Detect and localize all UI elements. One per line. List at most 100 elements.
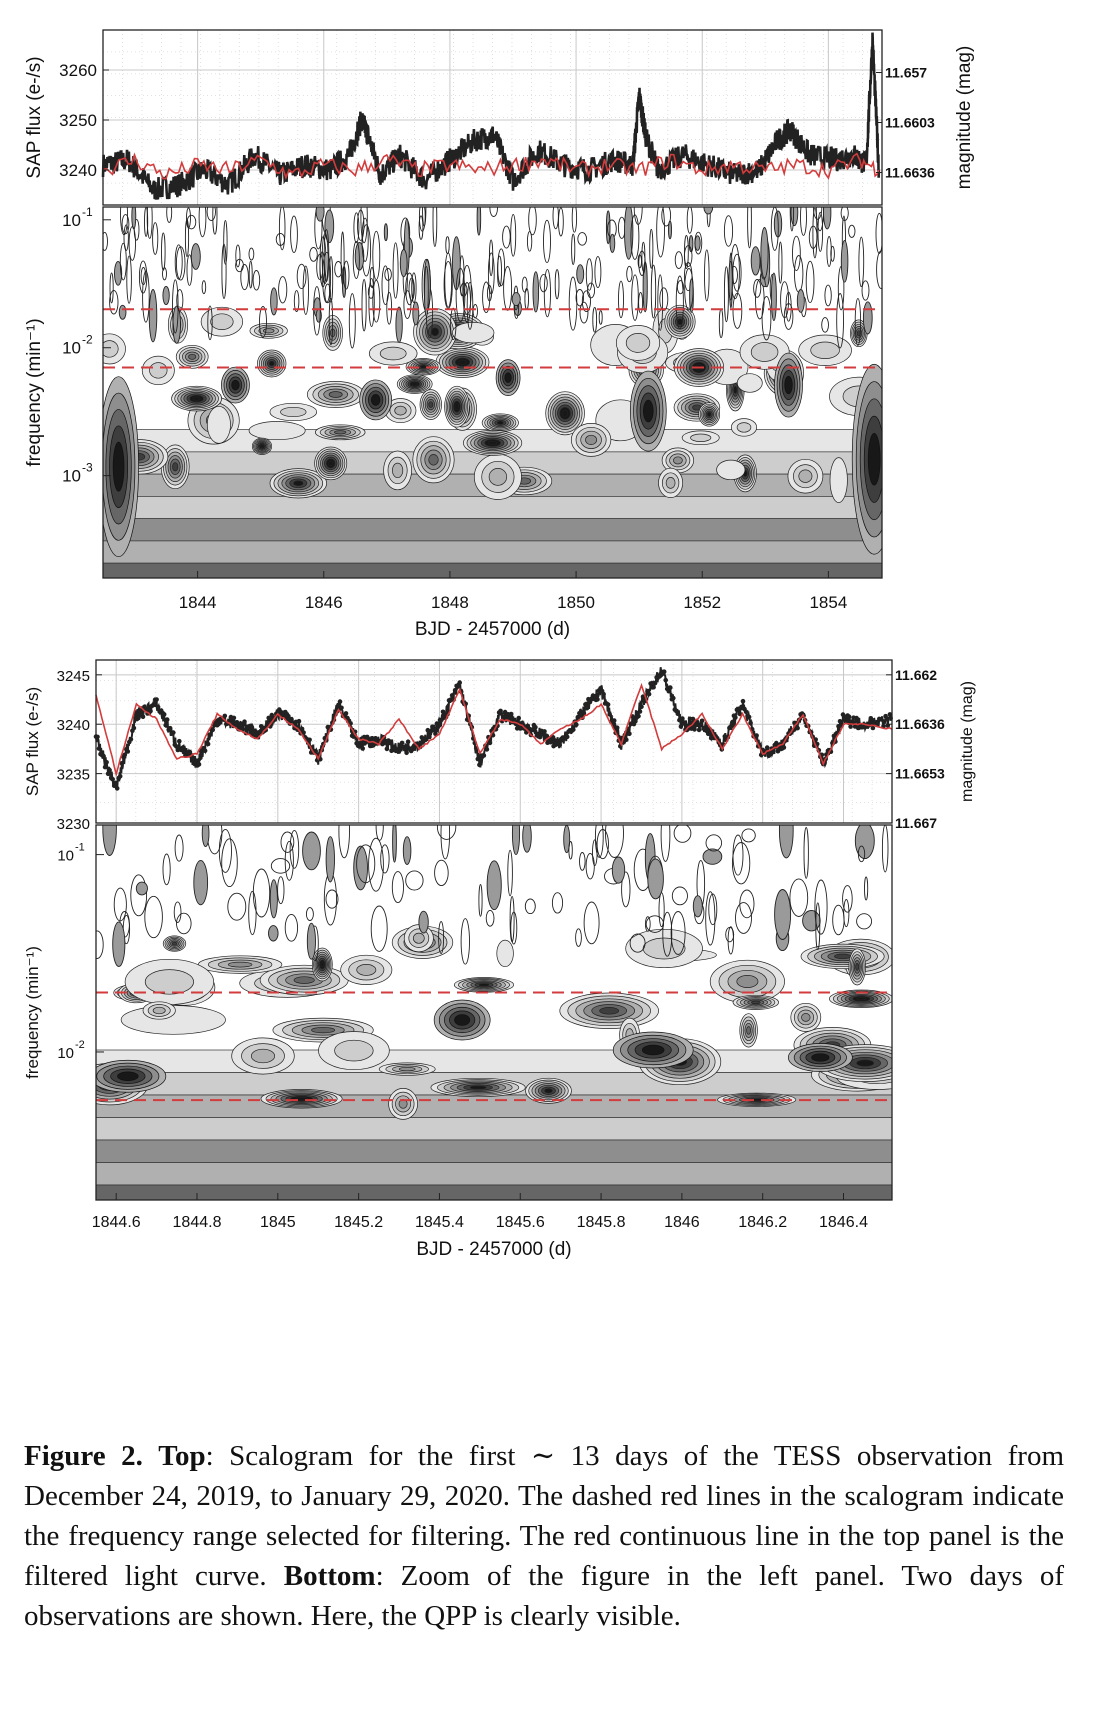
scalogram-body	[96, 825, 892, 1200]
flux-data-point	[849, 719, 855, 724]
noise-contour	[817, 211, 824, 252]
noise-contour	[198, 207, 207, 238]
power-contour	[544, 1088, 553, 1094]
noise-contour	[753, 279, 762, 298]
right-tick-label: 11.662	[895, 667, 937, 683]
noise-contour	[328, 255, 334, 303]
power-band	[103, 562, 882, 578]
scalogram-ylabel: frequency (min⁻¹)	[24, 318, 45, 466]
noise-contour	[360, 207, 368, 244]
flux-data-point	[516, 715, 521, 721]
noise-contour	[348, 293, 356, 349]
noise-contour	[630, 214, 640, 260]
x-tick-label: 1852	[683, 593, 721, 612]
power-contour	[327, 460, 334, 467]
flux-data-point	[837, 719, 843, 724]
noise-contour	[278, 207, 286, 251]
noise-contour	[750, 246, 761, 276]
noise-contour	[324, 283, 332, 304]
noise-contour	[411, 272, 417, 304]
noise-contour	[368, 837, 384, 892]
noise-contour	[789, 878, 809, 917]
flux-data-point	[137, 712, 143, 717]
noise-contour	[864, 876, 869, 901]
flux-data-point	[498, 708, 503, 714]
filtered-series-line	[95, 682, 893, 778]
power-band	[96, 1162, 892, 1186]
noise-contour	[790, 207, 799, 227]
flux-data-point	[743, 709, 749, 715]
noise-contour	[284, 840, 294, 881]
power-contour	[392, 462, 404, 479]
noise-contour	[436, 825, 457, 840]
noise-contour	[323, 229, 330, 283]
flux-data-point	[431, 727, 437, 733]
x-tick-label: 1848	[431, 593, 469, 612]
power-contour	[673, 456, 683, 465]
flux-data-point	[542, 729, 547, 734]
noise-contour	[510, 213, 517, 257]
noise-contour	[102, 825, 117, 856]
caption-top-text: : Scalogram for the first ∼ 13 days of t…	[24, 1440, 1065, 1592]
flux-data-point	[754, 733, 759, 738]
power-contour	[487, 440, 498, 446]
flux-data-point	[148, 708, 153, 714]
flux-data-point	[427, 734, 432, 740]
noise-contour	[166, 207, 173, 223]
power-contour	[733, 386, 738, 394]
panel-top: 3240 3250 3260 11.657 11.6603 11.6636 SAP flux…	[24, 29, 975, 640]
caption-label: Figure 2.	[24, 1440, 143, 1472]
flux-data-point	[508, 711, 514, 717]
noise-contour	[144, 895, 163, 939]
noise-contour	[842, 885, 853, 913]
noise-contour	[732, 253, 742, 292]
strong-power-contour	[867, 433, 881, 486]
flux-data-point	[627, 731, 632, 737]
power-contour	[496, 420, 504, 425]
flux-data-point	[242, 719, 247, 724]
power-contour	[469, 1085, 487, 1090]
noise-contour	[486, 285, 493, 302]
noise-contour	[361, 278, 367, 332]
flux-data-point	[131, 725, 137, 731]
noise-contour	[162, 853, 171, 886]
flux-data-point	[795, 725, 800, 731]
noise-contour	[731, 842, 751, 885]
power-contour	[411, 382, 418, 386]
noise-contour	[466, 281, 474, 330]
noise-contour	[227, 892, 247, 921]
strong-power-contour	[504, 372, 512, 383]
right-tick-label: 11.6653	[895, 766, 945, 782]
noise-contour	[650, 264, 657, 319]
flux-data-point	[404, 750, 409, 756]
flux-data-point	[607, 712, 612, 717]
noise-contour	[353, 845, 368, 891]
power-contour	[750, 342, 779, 362]
noise-contour	[732, 292, 743, 329]
strong-power-contour	[370, 394, 381, 406]
power-band	[96, 1049, 892, 1073]
flux-data-point	[164, 717, 170, 722]
noise-contour	[240, 264, 249, 291]
noise-contour	[284, 913, 299, 942]
caption-bottom-label: Bottom	[283, 1560, 376, 1592]
flux-data-point	[248, 723, 253, 729]
noise-contour	[662, 911, 673, 957]
noise-contour	[146, 207, 153, 239]
noise-contour	[686, 207, 693, 234]
power-band	[103, 496, 882, 519]
noise-contour	[306, 922, 316, 960]
noise-contour	[270, 287, 278, 316]
x-axis-label: BJD - 2457000 (d)	[416, 1239, 571, 1260]
noise-contour	[380, 844, 390, 874]
strong-power-contour	[117, 1071, 139, 1081]
flux-data-point	[457, 680, 463, 685]
flux-data-point	[848, 724, 853, 729]
noise-contour	[162, 267, 167, 281]
flux-data-point	[167, 725, 173, 731]
x-tick-label: 1846	[305, 593, 343, 612]
noise-contour	[770, 272, 777, 322]
right-tick-label: 11.6636	[895, 716, 945, 732]
power-contour	[394, 405, 407, 416]
noise-contour	[543, 219, 551, 264]
